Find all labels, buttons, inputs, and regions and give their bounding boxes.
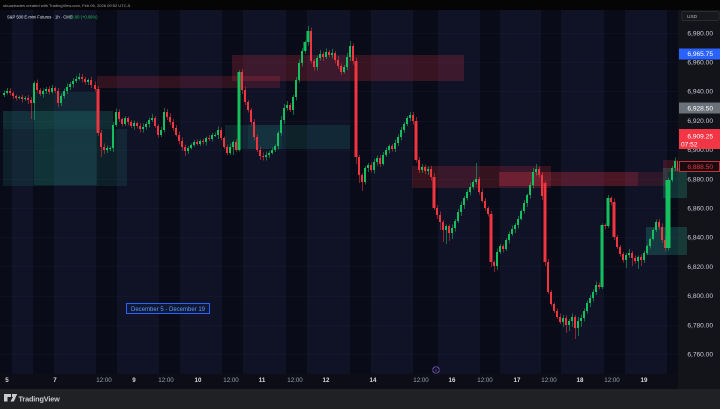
svg-text:6,965.75: 6,965.75 [687,51,713,58]
svg-text:12:00: 12:00 [287,377,303,384]
svg-text:12: 12 [323,377,330,384]
svg-text:6,920.00: 6,920.00 [687,118,713,125]
svg-text:6,980.00: 6,980.00 [687,30,713,37]
svg-text:6,760.00: 6,760.00 [687,352,713,359]
svg-text:6,909.25: 6,909.25 [687,134,713,141]
svg-text:12:00: 12:00 [223,377,239,384]
svg-text:6,820.00: 6,820.00 [687,264,713,271]
svg-text:December 5 - December 19: December 5 - December 19 [131,307,206,313]
svg-text:shuaztrades created with Tradi: shuaztrades created with TradingView.com… [3,3,131,8]
svg-text:6,800.00: 6,800.00 [687,293,713,300]
svg-text:6,840.00: 6,840.00 [687,235,713,242]
svg-text:6,860.00: 6,860.00 [687,206,713,213]
svg-text:5: 5 [5,377,9,384]
svg-text:14: 14 [370,377,377,384]
svg-text:12:00: 12:00 [477,377,493,384]
svg-text:12:00: 12:00 [604,377,620,384]
svg-text:TradingView: TradingView [19,395,61,404]
svg-text:16: 16 [449,377,456,384]
svg-text:USD: USD [687,14,698,20]
svg-text:×: × [435,368,438,373]
svg-text:6,880.00: 6,880.00 [687,176,713,183]
svg-text:19: 19 [641,377,648,384]
svg-text:18: 18 [577,377,584,384]
svg-text:17: 17 [514,377,521,384]
svg-text:12:00: 12:00 [413,377,429,384]
svg-text:11: 11 [259,377,266,384]
svg-text:9: 9 [132,377,136,384]
svg-text:+4.00 (+0.06%): +4.00 (+0.06%) [69,15,98,20]
svg-text:6,780.00: 6,780.00 [687,322,713,329]
svg-text:6,940.00: 6,940.00 [687,89,713,96]
svg-text:7: 7 [53,377,57,384]
svg-text:07:52: 07:52 [681,142,698,149]
svg-text:6,888.50: 6,888.50 [687,164,713,171]
svg-text:12:00: 12:00 [541,377,557,384]
svg-text:12:00: 12:00 [96,377,112,384]
svg-text:6,960.00: 6,960.00 [687,60,713,67]
svg-text:10: 10 [195,377,202,384]
svg-text:6,928.50: 6,928.50 [687,106,713,113]
svg-text:S&P 500 E-mini Futures · 1h ·: S&P 500 E-mini Futures · 1h · CME [7,15,73,20]
svg-text:6,900.00: 6,900.00 [687,147,713,154]
svg-text:12:00: 12:00 [158,377,174,384]
